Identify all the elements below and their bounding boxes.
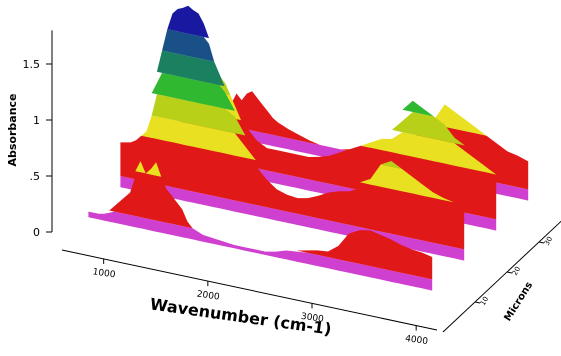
x-axis-line [61, 249, 438, 331]
surface-band [88, 172, 433, 280]
y-tick-label: 1.5 [23, 58, 41, 71]
x-tick-label: 2000 [196, 290, 220, 303]
z-tick-label: 30 [543, 235, 554, 247]
surface-band [270, 0, 529, 55]
z-tick-mark [538, 241, 545, 244]
surface-band [120, 72, 465, 160]
y-tick-label: 0 [33, 226, 40, 239]
surface-band [120, 94, 465, 183]
surface-band [152, 88, 497, 175]
surface-band [120, 29, 465, 116]
y-tick-label: 1 [33, 114, 40, 127]
surface-band [120, 135, 465, 250]
surface-band [120, 50, 465, 138]
z-axis-line [442, 220, 561, 333]
z-tick-mark [474, 301, 481, 304]
spectrum-slice [88, 49, 433, 291]
z-tick-label: 10 [479, 295, 490, 307]
surface-band [152, 56, 497, 130]
z-axis-title: Microns [503, 280, 536, 323]
x-ticks: 1000 2000 3000 4000 [92, 258, 429, 347]
y-tick-label: .5 [30, 170, 41, 183]
surface-band [152, 76, 497, 153]
surface-band [184, 26, 529, 100]
surface-band [120, 115, 465, 205]
x-tick-label: 1000 [92, 267, 116, 280]
surface-band [88, 211, 433, 291]
z-tick-mark [506, 271, 513, 274]
x-tick-label: 3000 [300, 312, 324, 325]
y-ticks: 0 .5 1 1.5 [23, 58, 52, 239]
surface-layer [88, 0, 529, 291]
surface-band [184, 4, 529, 78]
x-tick-label: 4000 [404, 334, 428, 347]
y-axis-title: Absorbance [6, 93, 19, 166]
x-axis-title: Wavenumber (cm-1) [149, 294, 333, 338]
z-tick-label: 20 [511, 265, 522, 277]
surface-band [375, 0, 529, 33]
z-ticks: 10203040 [474, 235, 554, 307]
